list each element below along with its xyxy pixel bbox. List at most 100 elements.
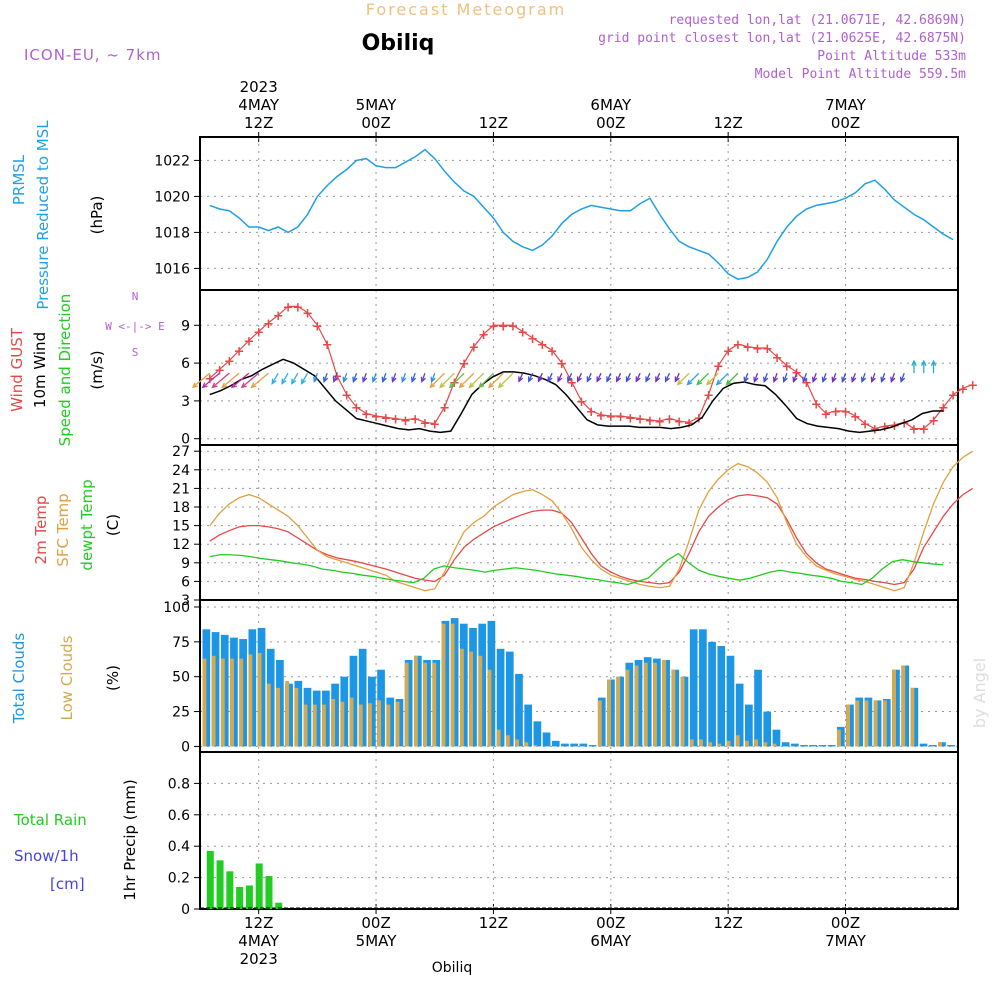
low-cloud-bar bbox=[202, 658, 207, 747]
total-cloud-bar bbox=[358, 648, 367, 747]
low-cloud-bar bbox=[597, 700, 602, 747]
gust-marker: + bbox=[498, 319, 509, 334]
total-cloud-bar bbox=[634, 659, 643, 747]
gust-marker: + bbox=[204, 372, 215, 387]
t2m-label: 2m Temp bbox=[32, 496, 50, 565]
wind-arrow bbox=[763, 372, 768, 382]
y-tick-label: 1016 bbox=[154, 261, 190, 277]
wind-arrow bbox=[352, 372, 358, 382]
wind-arrow bbox=[547, 372, 553, 382]
y-tick-label: 18 bbox=[172, 500, 190, 516]
wind-arrow-head bbox=[625, 376, 631, 383]
y-tick-label: 6 bbox=[181, 356, 190, 372]
wind-arrow bbox=[362, 372, 367, 382]
time-label: 2023 bbox=[240, 78, 278, 96]
gust-marker: + bbox=[693, 411, 704, 426]
wind-arrow bbox=[231, 372, 250, 388]
cloud-unit: (%) bbox=[104, 665, 122, 691]
rain-bar bbox=[236, 887, 244, 909]
gust-marker: + bbox=[214, 363, 225, 378]
low-cloud-bar bbox=[836, 729, 841, 747]
wind-arrow-head bbox=[518, 376, 524, 383]
gust-marker: + bbox=[957, 382, 968, 397]
wind-arrow-head bbox=[821, 376, 827, 384]
low-cloud-bar bbox=[368, 703, 372, 747]
wind-arrow-head bbox=[271, 378, 277, 385]
low-cloud-bar bbox=[450, 623, 455, 747]
total-cloud-bar bbox=[818, 745, 827, 747]
total-cloud-bar bbox=[772, 729, 781, 747]
gust-marker: + bbox=[625, 411, 636, 426]
wind-arrow bbox=[744, 372, 749, 382]
sfc-label: SFC Temp bbox=[54, 493, 72, 566]
pressure-label-2: Pressure Reduced to MSL bbox=[34, 120, 52, 310]
requested-coords: requested lon,lat (21.0671E, 42.6869N) bbox=[669, 13, 966, 28]
rain-bar bbox=[275, 902, 283, 909]
wind-arrow-head bbox=[782, 376, 788, 384]
wind-arrow bbox=[343, 372, 348, 382]
wind-arrow bbox=[429, 372, 445, 388]
low-cloud-bar bbox=[395, 701, 400, 747]
total-cloud-bar bbox=[570, 743, 578, 747]
low-cloud-bar bbox=[248, 654, 253, 747]
wind-arrow bbox=[645, 372, 651, 382]
y-tick-label: 15 bbox=[172, 519, 190, 535]
gust-marker: + bbox=[371, 410, 382, 425]
low-cloud-bar bbox=[892, 669, 896, 747]
wind-arrow-head bbox=[458, 382, 465, 389]
gust-marker: + bbox=[341, 389, 352, 404]
wind-arrow bbox=[625, 372, 631, 382]
gust-marker: + bbox=[732, 338, 743, 353]
total-cloud-bar bbox=[699, 629, 707, 747]
wind-arrow-head bbox=[391, 376, 397, 384]
wind-arrow bbox=[391, 372, 397, 382]
snow-unit: [cm] bbox=[50, 875, 85, 893]
wind-arrow bbox=[635, 372, 641, 382]
gust-marker: + bbox=[840, 405, 851, 420]
low-cloud-bar bbox=[533, 745, 538, 747]
total-cloud-bar bbox=[836, 726, 845, 747]
gust-marker: + bbox=[899, 416, 910, 431]
y-tick-label: 0.4 bbox=[168, 839, 190, 855]
total-cloud-bar bbox=[607, 679, 615, 747]
wind-arrow-head bbox=[763, 376, 769, 384]
gust-marker: + bbox=[488, 319, 499, 334]
y-tick-label: 6 bbox=[181, 574, 190, 590]
total-cloud-bar bbox=[671, 669, 680, 747]
gust-marker: + bbox=[684, 416, 695, 431]
wind-arrow-head bbox=[743, 376, 749, 384]
wind-arrow-head bbox=[191, 382, 198, 389]
wind-arrow-head bbox=[616, 376, 622, 383]
gust-marker: + bbox=[596, 409, 607, 424]
wind-arrow-head bbox=[342, 376, 348, 384]
gust-marker: + bbox=[821, 407, 832, 422]
model-altitude: Model Point Altitude 559.5m bbox=[755, 67, 966, 82]
low-cloud-label: Low Clouds bbox=[58, 635, 76, 720]
y-tick-label: 27 bbox=[172, 444, 190, 460]
dewpt-label: dewpt Temp bbox=[78, 479, 96, 570]
low-cloud-bar bbox=[671, 669, 676, 747]
gust-marker: + bbox=[605, 410, 616, 425]
low-cloud-bar bbox=[322, 704, 326, 747]
wind-arrow bbox=[851, 372, 856, 382]
gust-marker: + bbox=[283, 300, 294, 315]
pressure-line bbox=[209, 148, 954, 280]
wind-arrow-head bbox=[537, 376, 543, 383]
rain-bar bbox=[255, 863, 263, 909]
wind-arrow-head bbox=[664, 376, 670, 383]
time-label: 2023 bbox=[240, 950, 278, 968]
y-tick-label: 75 bbox=[172, 635, 190, 651]
time-label: 00Z bbox=[596, 114, 625, 132]
wind-arrow-head bbox=[291, 378, 297, 385]
wind-arrow bbox=[655, 372, 661, 382]
gust-marker: + bbox=[752, 342, 763, 357]
low-cloud-bar bbox=[478, 655, 483, 747]
gust-marker: + bbox=[351, 401, 362, 416]
total-cloud-bar bbox=[745, 704, 753, 747]
wind-arrow bbox=[537, 372, 543, 382]
wind-arrow bbox=[783, 372, 788, 382]
wind-arrow-head bbox=[201, 382, 208, 389]
gust-marker: + bbox=[429, 418, 440, 433]
